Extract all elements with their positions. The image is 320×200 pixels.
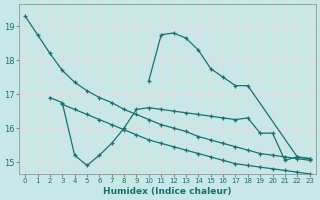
X-axis label: Humidex (Indice chaleur): Humidex (Indice chaleur) (103, 187, 232, 196)
